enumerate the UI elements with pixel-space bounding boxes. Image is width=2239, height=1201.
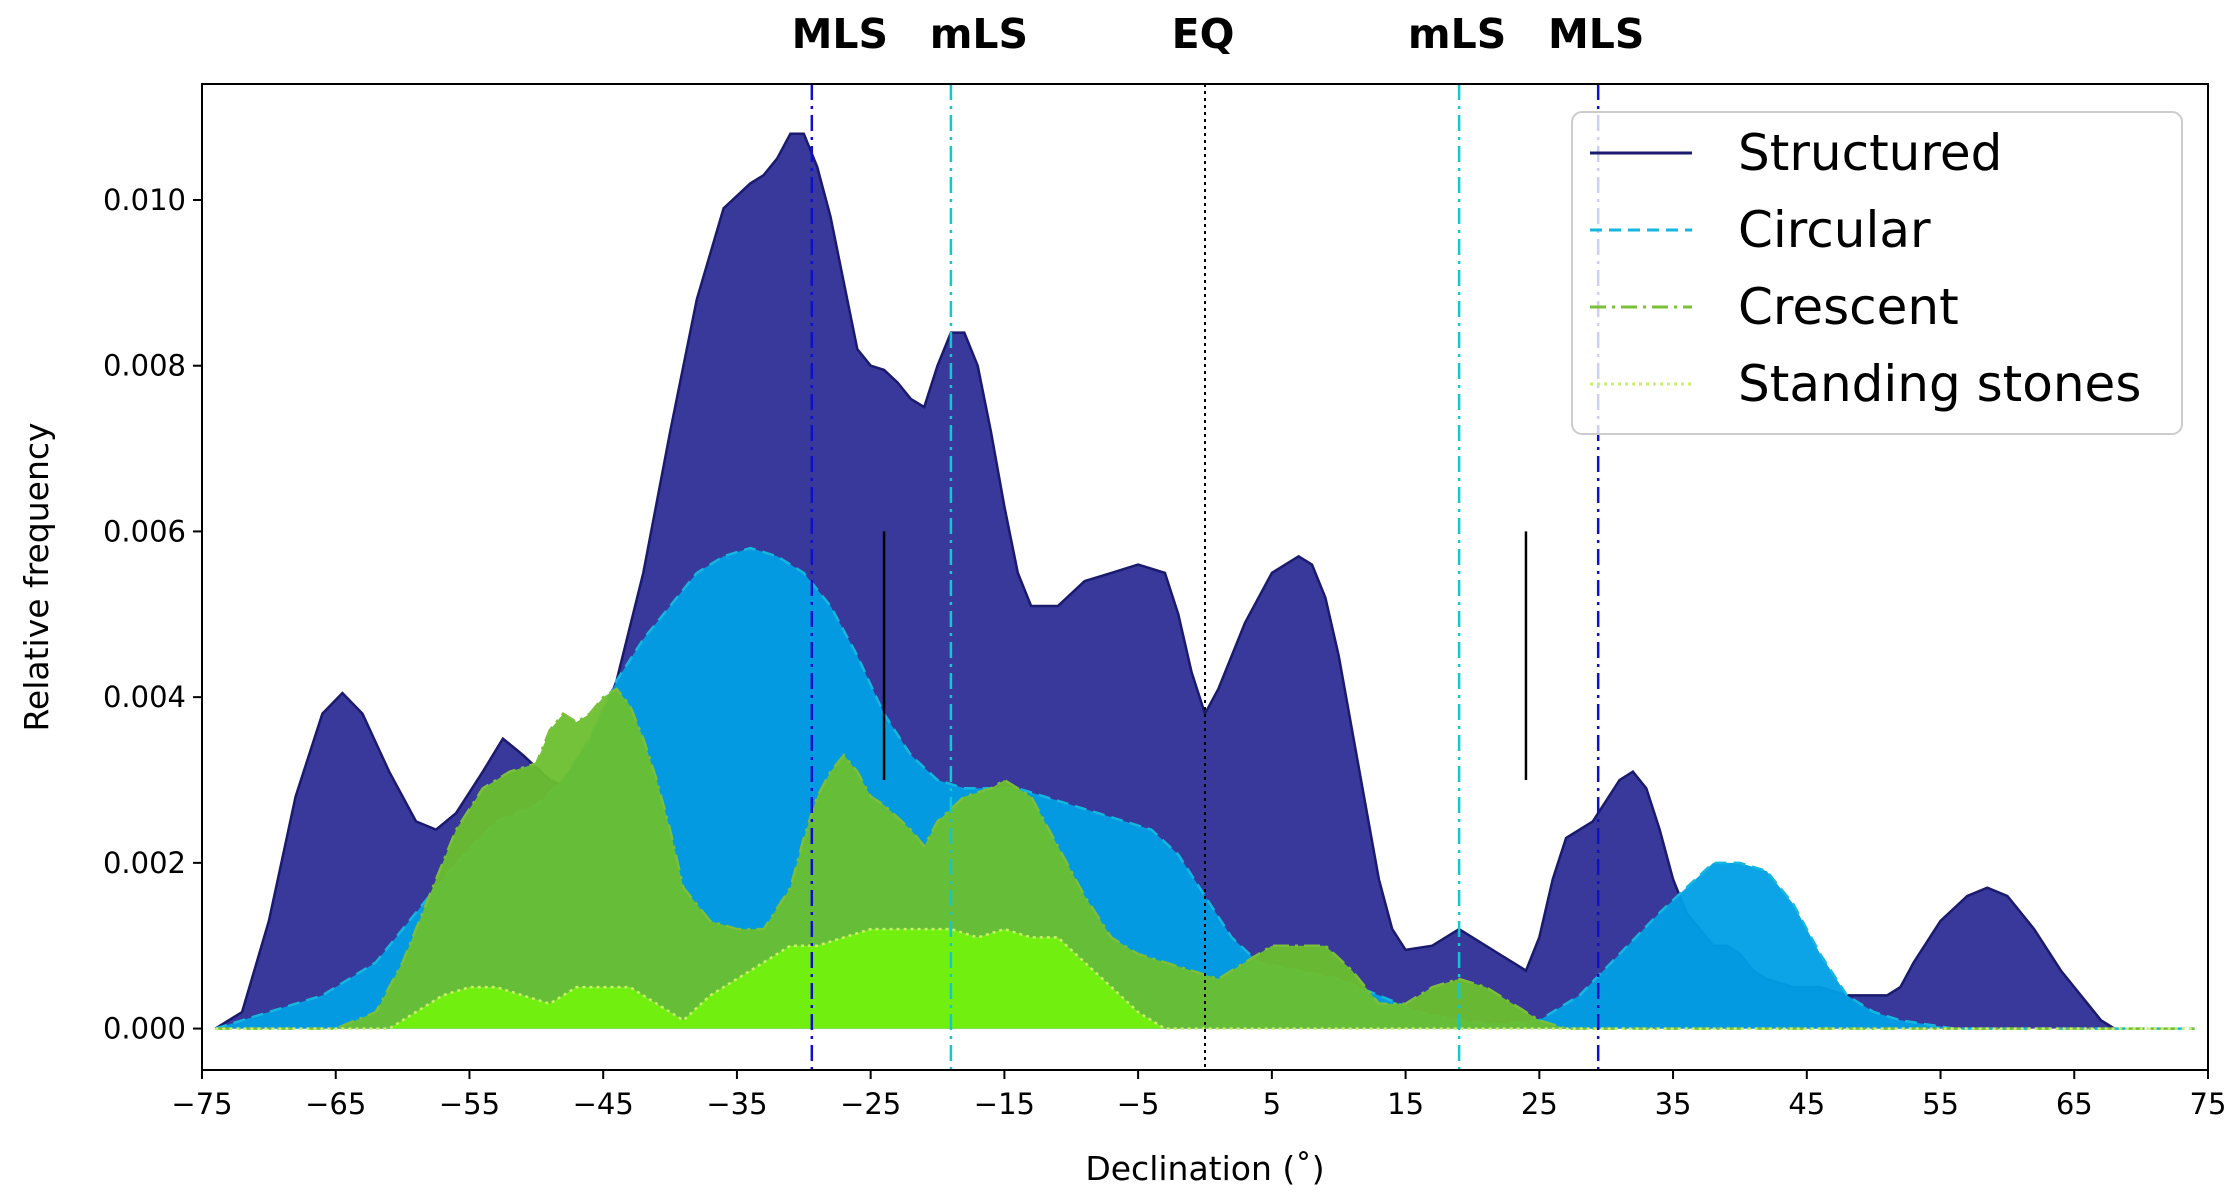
legend-box [1571, 111, 2183, 435]
x-tick-label-1: −65 [305, 1087, 366, 1121]
x-tick-label-5: −25 [840, 1087, 901, 1121]
series-layer [214, 132, 2195, 1030]
legend-label-0: Structured [1738, 124, 2002, 182]
x-tick-label-8: 5 [1263, 1087, 1281, 1121]
x-tick-label-12: 45 [1788, 1087, 1825, 1121]
legend-label-2: Crescent [1738, 278, 1959, 336]
top-labels: MLS mLS EQ mLS MLS [792, 10, 1645, 58]
series-line-2 [215, 687, 2195, 1030]
plot-frame [201, 83, 2209, 1071]
top-label-3: mLS [1408, 10, 1506, 58]
x-tick-label-14: 65 [2056, 1087, 2093, 1121]
y-tick-label-4: 0.008 [103, 349, 186, 383]
y-tick-label-3: 0.006 [103, 514, 186, 548]
x-tick-label-11: 35 [1655, 1087, 1692, 1121]
top-label-0: MLS [792, 10, 888, 58]
x-tick-label-9: 15 [1387, 1087, 1424, 1121]
legend-label-3: Standing stones [1738, 355, 2141, 413]
x-tick-label-0: −75 [171, 1087, 232, 1121]
y-tick-label-5: 0.010 [103, 183, 186, 217]
x-tick-label-6: −15 [974, 1087, 1035, 1121]
x-axis-title: Declination (˚) [1085, 1149, 1324, 1188]
x-tick-label-3: −45 [573, 1087, 634, 1121]
y-tick-label-1: 0.002 [103, 846, 186, 880]
x-tick-label-2: −55 [439, 1087, 500, 1121]
top-label-4: MLS [1548, 10, 1644, 58]
y-axis-ticks: 0.000 0.002 0.004 0.006 0.008 0.010 [103, 183, 202, 1046]
x-tick-label-15: 75 [2190, 1087, 2227, 1121]
series-area-2 [215, 688, 2195, 1029]
top-label-2: EQ [1172, 10, 1235, 58]
y-tick-label-2: 0.004 [103, 680, 186, 714]
x-tick-label-10: 25 [1521, 1087, 1558, 1121]
top-label-1: mLS [930, 10, 1028, 58]
x-tick-label-13: 55 [1922, 1087, 1959, 1121]
series-area-1 [215, 548, 2195, 1029]
x-tick-label-4: −35 [706, 1087, 767, 1121]
legend-label-1: Circular [1738, 201, 1931, 259]
x-axis-ticks: −75 −65 −55 −45 −35 −25 −15 −5 5 15 25 35 45 55 65 75 [171, 1070, 2226, 1121]
series-line-3 [215, 927, 2195, 1030]
y-axis-title: Relative frequency [17, 422, 56, 731]
range-bars-layer [882, 531, 1528, 780]
legend: Structured Circular Crescent Standing stone… [1571, 111, 2183, 435]
series-area-3 [215, 929, 2195, 1029]
y-tick-label-0: 0.000 [103, 1012, 186, 1046]
x-tick-label-7: −5 [1117, 1087, 1160, 1121]
